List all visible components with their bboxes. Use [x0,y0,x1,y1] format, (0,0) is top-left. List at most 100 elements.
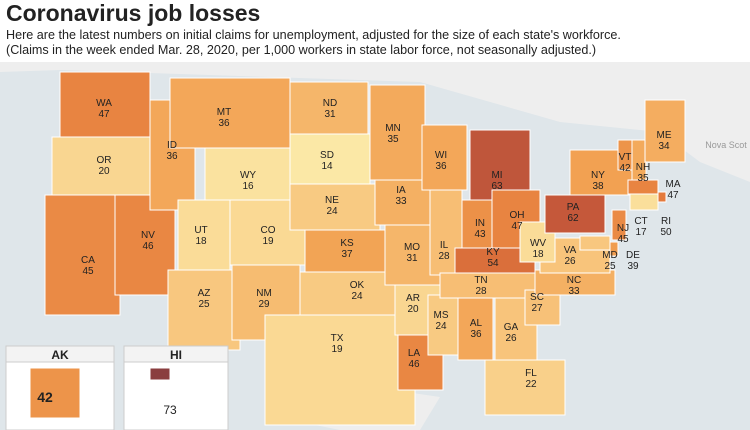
state-value: 24 [326,206,338,217]
state [644,99,686,163]
state-value: 34 [658,141,670,152]
state-abbr: SD [320,150,334,161]
state-value: 29 [258,299,270,310]
state-value: 37 [341,249,353,260]
state-abbr: NY [591,170,605,181]
state [149,367,171,381]
inset-header [5,345,115,363]
state-value: 46 [408,359,420,370]
state-value: 16 [242,181,254,192]
state [177,199,231,279]
state-value: 18 [195,236,207,247]
state-value: 39 [627,261,639,272]
state [114,194,176,296]
state-value: 19 [262,236,274,247]
state-abbr: KY [486,247,500,258]
map: Nova Scot WA47OR20CA45NV46ID36MT36WY16UT… [0,62,750,430]
state-value: 50 [660,227,672,238]
state-value: 47 [667,190,679,201]
state-abbr: MI [491,170,502,181]
state-value: 22 [525,379,537,390]
title: Coronavirus job losses [6,0,261,26]
state-value: 20 [98,166,110,177]
state [544,194,606,234]
state-value: 19 [331,344,343,355]
state-abbr: GA [504,322,519,333]
state [289,81,369,135]
state-abbr: CT [634,216,647,227]
state [484,359,566,416]
state-abbr: WA [96,98,112,109]
state-abbr: UT [194,225,207,236]
state-abbr: ND [323,98,337,109]
state-abbr: MT [217,107,231,118]
state-abbr: PA [567,202,580,213]
state-value: 36 [470,329,482,340]
state [369,84,426,181]
state-abbr: IA [396,185,406,196]
neighbor-label: Nova Scot [705,140,747,150]
state-abbr: KS [340,238,354,249]
state-abbr: MA [666,179,681,190]
state-abbr: IN [475,218,485,229]
state-value: 26 [564,256,576,267]
state-abbr: ID [167,140,177,151]
canada [0,62,750,182]
state-value: 31 [406,253,418,264]
state-abbr: ME [657,130,672,141]
state-value: 38 [592,181,604,192]
state-value: 20 [407,304,419,315]
state-value: 35 [387,134,399,145]
state-abbr: VA [564,245,577,256]
state-abbr: LA [408,348,421,359]
state [29,367,81,419]
state [534,269,616,296]
state-value: 18 [532,249,544,260]
state-abbr: IL [440,240,449,251]
state-abbr: AZ [198,288,211,299]
state-abbr: MS [434,310,449,321]
state-value: 33 [568,286,580,297]
state-value: 27 [531,303,543,314]
state-value: 28 [438,251,450,262]
state-value: 62 [567,213,579,224]
state-value: 47 [98,109,110,120]
state-abbr: SC [530,292,544,303]
state-abbr: RI [661,216,671,227]
state [457,297,494,361]
state-abbr: CO [261,225,276,236]
state-value: 24 [351,291,363,302]
state [427,294,459,356]
state [579,235,611,251]
state-abbr: NC [567,275,581,286]
state [629,193,659,211]
state-abbr: OK [350,280,365,291]
state-value: 42 [37,389,53,405]
inset-abbr: HI [170,348,182,362]
state-abbr: OR [97,155,112,166]
states: WA47OR20CA45NV46ID36MT36WY16UT18AZ25CO19… [44,71,686,426]
state [611,209,627,241]
state-abbr: CA [81,255,95,266]
state-abbr: MO [404,242,420,253]
state-abbr: NV [141,230,155,241]
insets: AK 42 HI 73 [5,345,229,419]
state-abbr: WV [530,238,546,249]
state [264,314,416,426]
state [59,71,151,138]
state-value: 31 [324,109,336,120]
state-value: 25 [198,299,210,310]
state-abbr: AR [406,293,420,304]
state-value: 46 [142,241,154,252]
state-value: 73 [163,403,177,417]
state-value: 17 [635,227,647,238]
state-value: 43 [474,229,486,240]
state-value: 26 [505,333,517,344]
state [289,183,381,231]
state [524,289,561,326]
state-value: 36 [166,151,178,162]
state [304,229,391,279]
state-abbr: NH [636,162,650,173]
state-value: 45 [617,234,629,245]
state-abbr: WI [435,150,447,161]
